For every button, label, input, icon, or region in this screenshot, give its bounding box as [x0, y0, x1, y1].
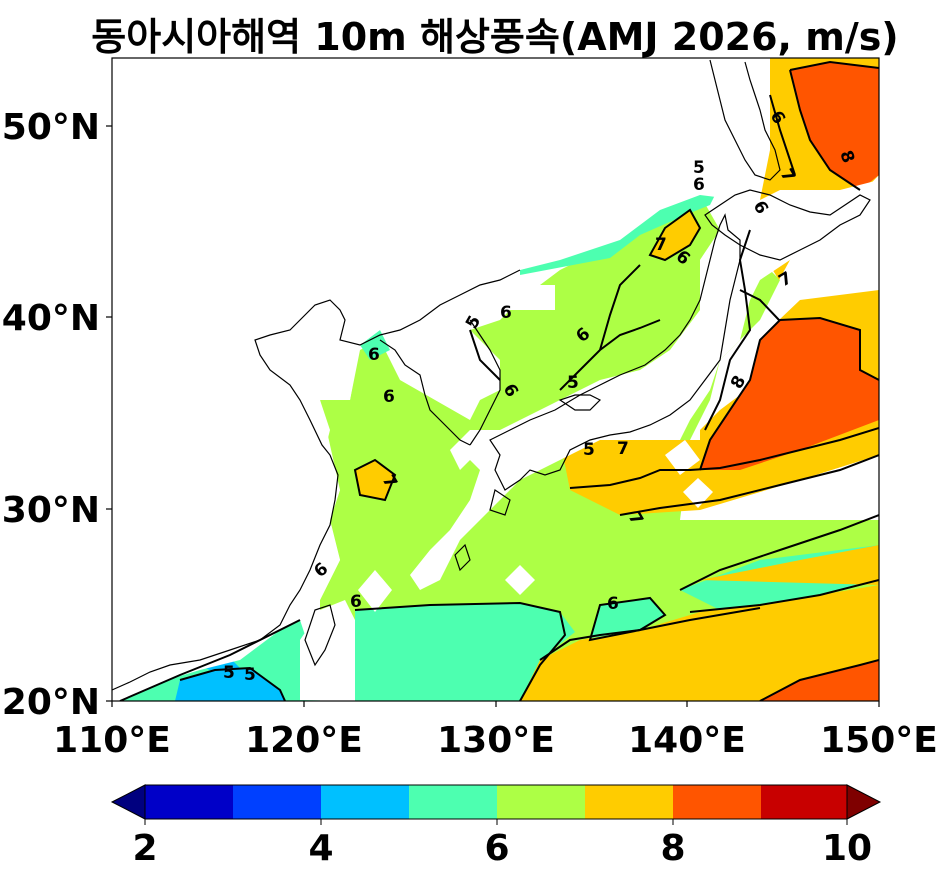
contour-label: 6	[368, 345, 380, 365]
colorbar-segment	[409, 785, 497, 819]
y-tick-label: 40°N	[2, 298, 100, 339]
contour-label: 5	[583, 440, 595, 460]
wind-band-4-5	[175, 668, 285, 701]
colorbar-segment	[497, 785, 585, 819]
contour-label: 6	[383, 387, 395, 407]
wind-band-5-6-south	[355, 603, 575, 701]
coastal-mask-patch	[405, 285, 555, 310]
island-mask	[358, 570, 392, 612]
colorbar-tick-label: 2	[132, 828, 157, 869]
colorbar-segment	[761, 785, 847, 819]
axis-ticks	[106, 125, 880, 707]
wind-band-8-9-south	[760, 660, 879, 701]
x-tick-label: 150°E	[820, 720, 938, 761]
japan-mask	[410, 180, 879, 590]
coastlines	[112, 59, 871, 691]
contour-label: 6	[693, 175, 705, 195]
wind-band-7-8-southeast	[520, 545, 879, 701]
y-axis: 20°N 30°N 40°N 50°N	[2, 107, 100, 723]
wind-band-7-8-pocket-north	[650, 210, 700, 260]
contour-lines	[119, 60, 879, 701]
colorbar-tick-label: 8	[660, 828, 685, 869]
wind-field: 5 6 6 6 6 6 6 6 6 6 6 6 6 7 7 7 7 7 7 8 …	[112, 58, 879, 701]
contour-label: 5	[244, 665, 256, 685]
colorbar: 2 4 6 8 10	[110, 784, 882, 869]
x-tick-label: 140°E	[628, 720, 746, 761]
taiwan-mask	[300, 600, 355, 701]
colorbar-extend-low	[110, 784, 146, 820]
map-title: 동아시아해역 10m 해상풍속(AMJ 2026, m/s)	[91, 15, 899, 59]
contour-label: 5	[223, 663, 235, 683]
wind-band-8-9-northeast	[790, 62, 879, 190]
colorbar-segment	[673, 785, 761, 819]
colorbar-segment	[233, 785, 321, 819]
coastal-mask	[112, 58, 770, 701]
contour-label: 6	[500, 303, 512, 323]
contour-label: 6	[350, 592, 362, 612]
wind-band-8-9-east	[700, 318, 879, 470]
island-mask	[665, 440, 700, 475]
y-tick-label: 50°N	[2, 107, 100, 148]
wind-band-5-6-pocket	[590, 598, 665, 640]
colorbar-segment	[145, 785, 233, 819]
colorbar-segment	[585, 785, 673, 819]
wind-band-7-8-pocket	[355, 460, 395, 500]
x-tick-label: 130°E	[437, 720, 555, 761]
colorbar-frame	[144, 784, 848, 820]
contour-label: 7	[617, 439, 629, 459]
y-tick-label: 30°N	[2, 490, 100, 531]
y-tick-label: 20°N	[2, 682, 100, 723]
contour-label: 5	[567, 373, 579, 393]
colorbar-tick-label: 10	[822, 828, 872, 869]
x-tick-label: 110°E	[53, 720, 171, 761]
contour-label: 5	[693, 158, 705, 178]
contour-label: 7	[655, 235, 667, 255]
x-tick-label: 120°E	[245, 720, 363, 761]
colorbar-segment	[321, 785, 409, 819]
contour-label: 6	[607, 594, 619, 614]
colorbar-tick-label: 4	[308, 828, 333, 869]
wind-band-5-6-korea	[360, 330, 390, 360]
x-axis: 110°E 120°E 130°E 140°E 150°E	[53, 720, 938, 761]
island-mask	[683, 478, 713, 508]
colorbar-tick-label: 6	[484, 828, 509, 869]
colorbar-extend-high	[846, 784, 882, 820]
island-mask	[505, 565, 535, 595]
